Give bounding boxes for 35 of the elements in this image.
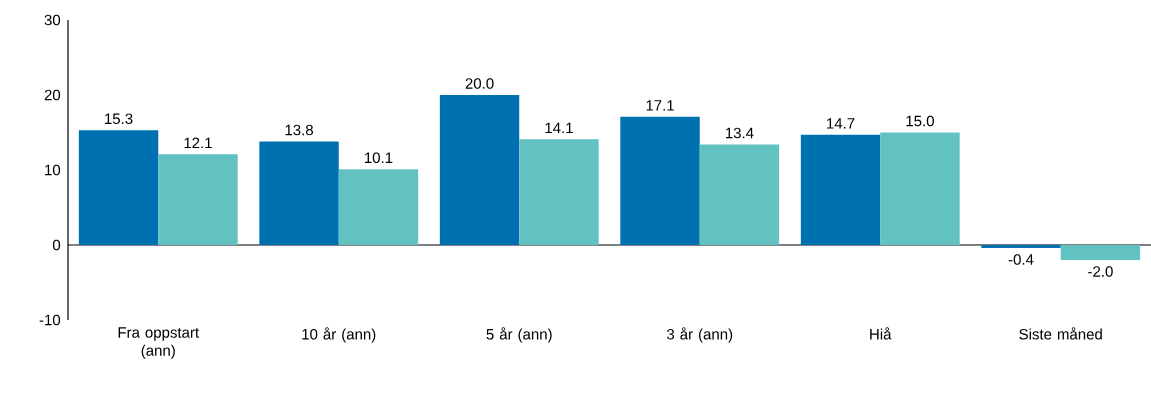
data-label: 14.7 (827, 118, 855, 129)
bar (981, 244, 1061, 248)
x-tick-label: 10 år (ann) (302, 327, 376, 343)
bar (620, 116, 700, 245)
bar (259, 141, 339, 245)
y-tick-label: 30 (44, 14, 61, 26)
bar (1060, 244, 1141, 260)
y-tick-label: 20 (44, 89, 61, 101)
bar (699, 144, 780, 245)
data-label: 15.0 (906, 115, 934, 127)
data-label: 13.4 (726, 127, 754, 139)
data-label: 14.1 (545, 122, 573, 134)
y-tick-label: 10 (45, 164, 61, 176)
data-label: 12.1 (184, 137, 212, 149)
bar (519, 139, 599, 245)
y-tick-label: -10 (39, 314, 61, 326)
bar (158, 154, 238, 245)
x-tick-label: 5 år (ann) (486, 327, 552, 343)
bar (880, 132, 960, 245)
data-label: -0.4 (1008, 254, 1034, 265)
bar (439, 95, 520, 245)
x-tick-label: Hiå (870, 327, 892, 340)
data-label: 13.8 (285, 124, 313, 136)
x-tick-label: Fra oppstart (ann) (118, 327, 199, 359)
bar (800, 134, 881, 245)
data-label: 15.3 (105, 113, 133, 125)
bar (78, 130, 159, 245)
data-label: -2.0 (1088, 266, 1113, 277)
x-tick-label: Siste måned (1019, 327, 1102, 340)
data-label: 20.0 (465, 78, 494, 89)
bar (338, 169, 419, 245)
y-tick-label: 0 (52, 239, 61, 251)
data-label: 10.1 (365, 152, 393, 164)
data-label: 17.1 (646, 100, 674, 111)
x-tick-label: 3 år (ann) (666, 327, 733, 343)
